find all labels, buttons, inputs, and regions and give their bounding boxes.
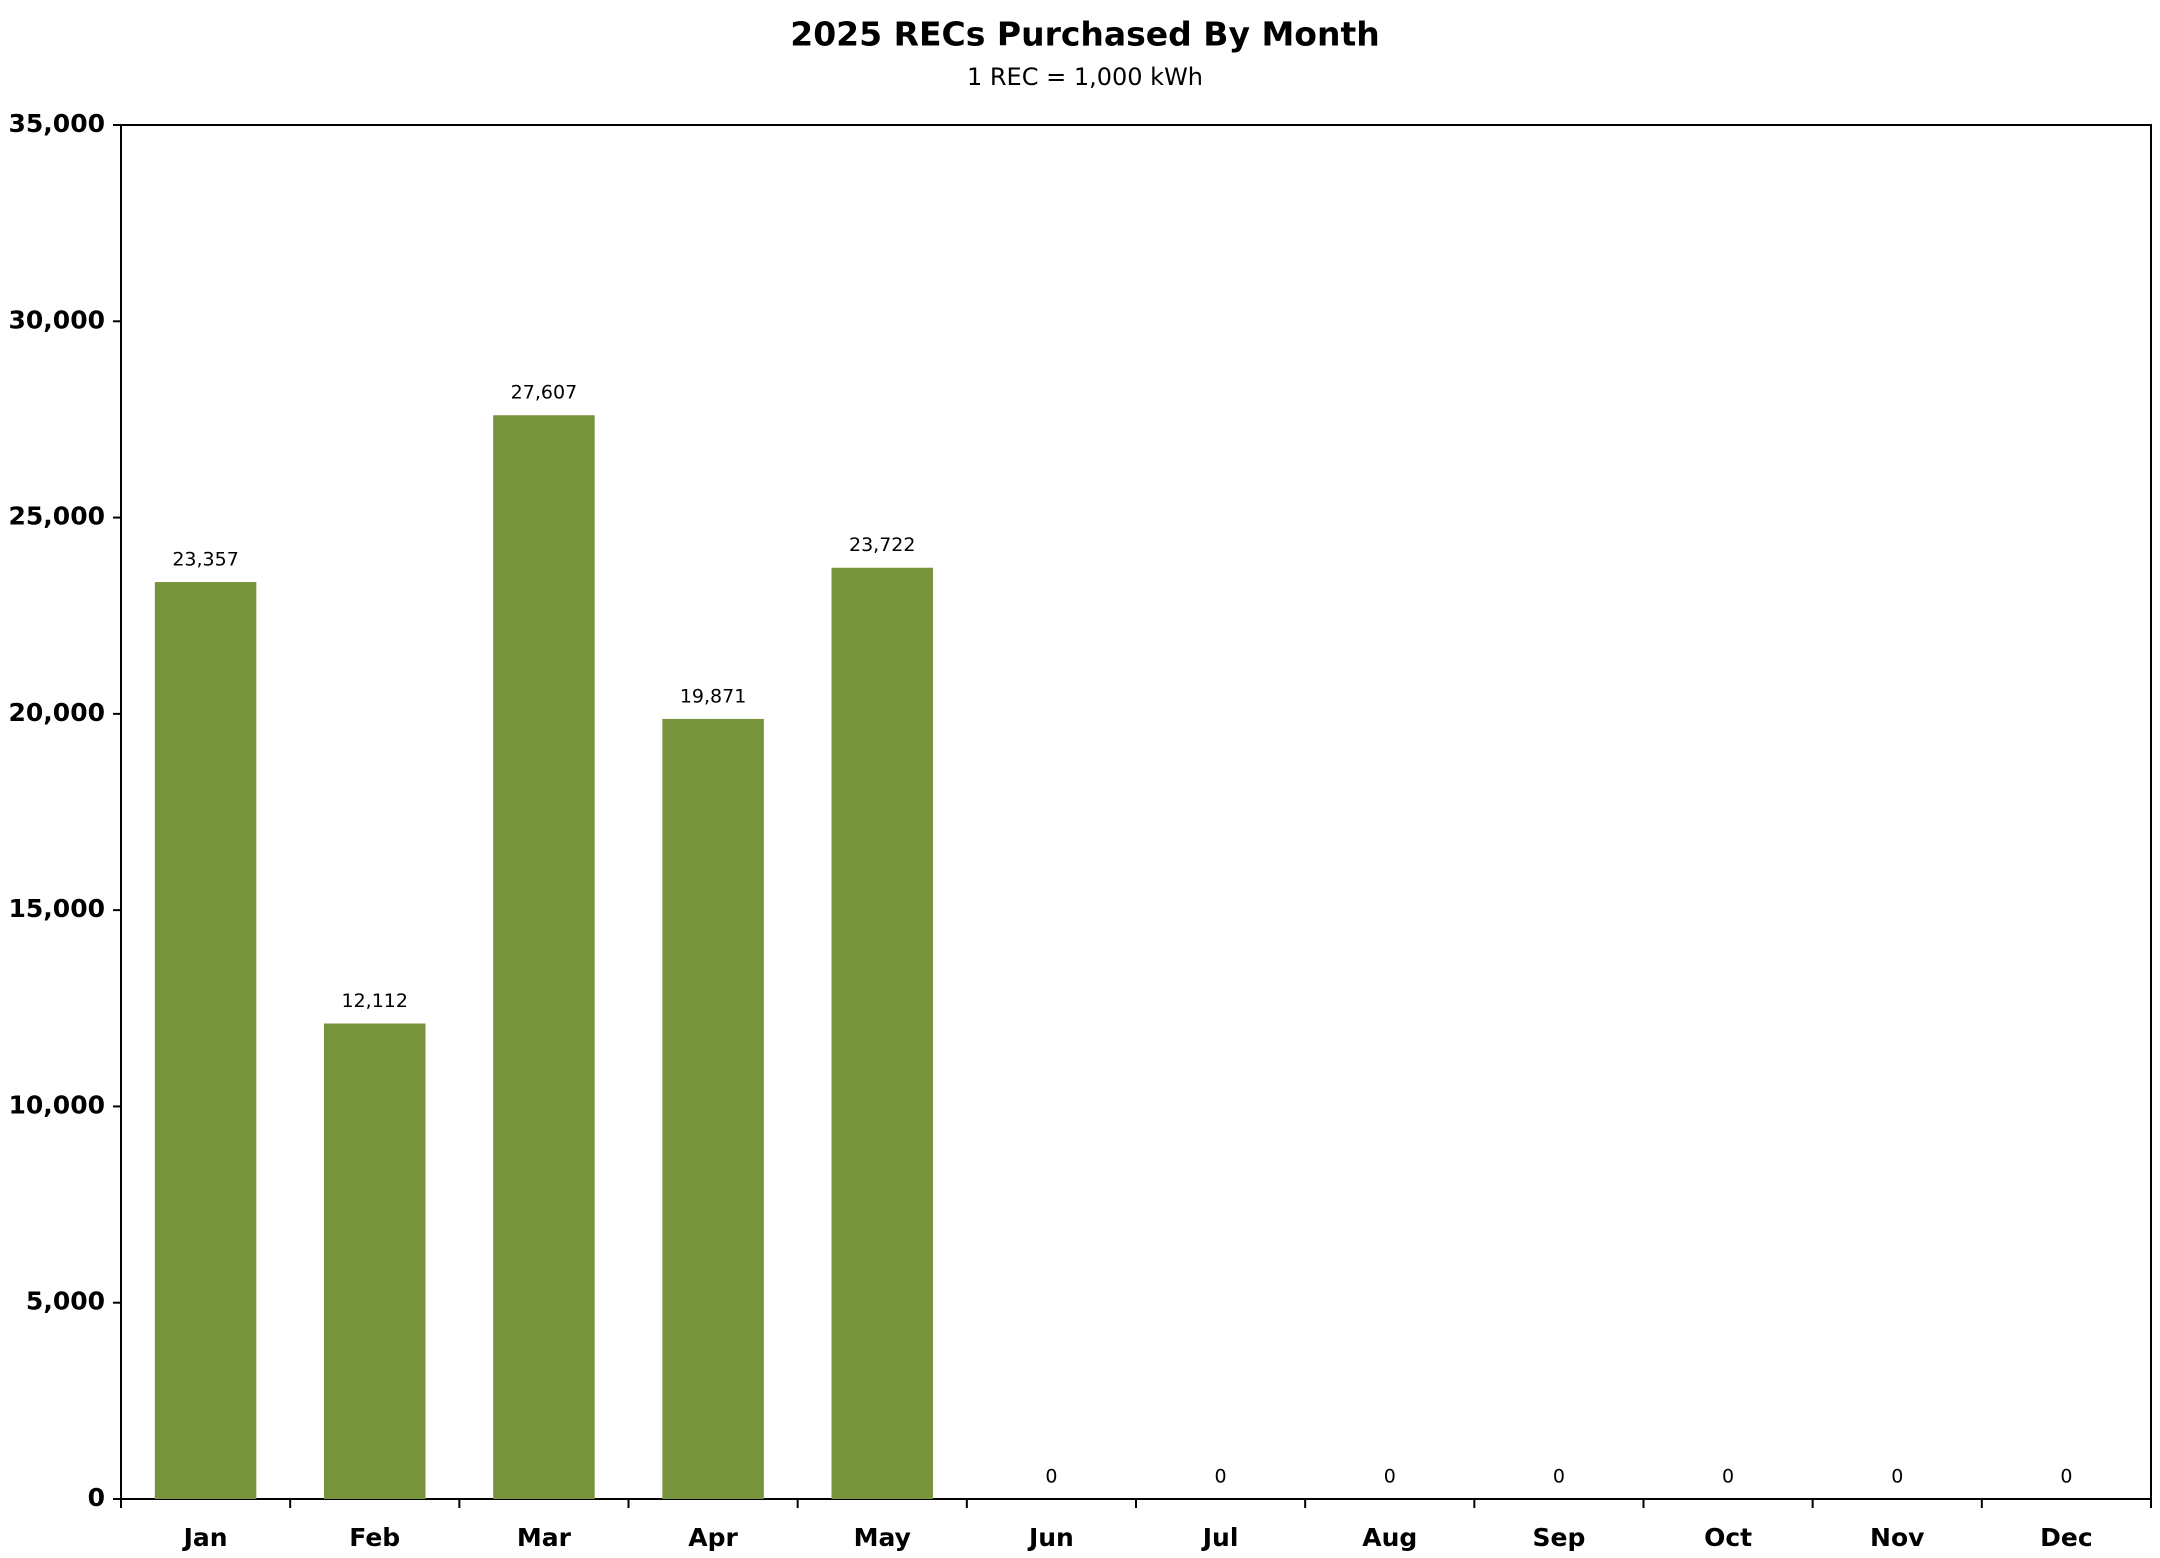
x-tick-label: Jul xyxy=(1201,1523,1239,1552)
y-tick-label: 25,000 xyxy=(9,502,105,531)
data-label: 0 xyxy=(1722,1466,1734,1488)
data-label: 0 xyxy=(2060,1466,2072,1488)
data-label: 23,722 xyxy=(849,534,915,556)
x-tick-label: Nov xyxy=(1870,1523,1924,1552)
y-tick-label: 5,000 xyxy=(26,1287,105,1316)
x-tick-label: Aug xyxy=(1362,1523,1417,1552)
x-tick-label: Apr xyxy=(688,1523,738,1552)
data-label: 0 xyxy=(1045,1466,1057,1488)
x-tick-label: Mar xyxy=(517,1523,572,1552)
x-tick-label: Feb xyxy=(349,1523,400,1552)
y-tick-label: 35,000 xyxy=(9,109,105,138)
y-tick-label: 10,000 xyxy=(9,1090,105,1119)
bar xyxy=(493,415,595,1500)
x-tick-label: Sep xyxy=(1532,1523,1585,1552)
data-label: 0 xyxy=(1891,1466,1903,1488)
chart-subtitle: 1 REC = 1,000 kWh xyxy=(967,63,1203,91)
y-tick-label: 15,000 xyxy=(9,894,105,923)
bar xyxy=(831,567,933,1499)
data-label: 19,871 xyxy=(680,685,746,707)
data-label: 0 xyxy=(1384,1466,1396,1488)
x-tick-label: Oct xyxy=(1704,1523,1752,1552)
data-label: 12,112 xyxy=(342,990,408,1012)
x-tick-label: May xyxy=(854,1523,911,1552)
chart-title: 2025 RECs Purchased By Month xyxy=(790,15,1379,54)
data-label: 0 xyxy=(1553,1466,1565,1488)
bar xyxy=(154,582,257,1499)
x-tick-label: Jun xyxy=(1027,1523,1074,1552)
data-label: 23,357 xyxy=(172,549,238,571)
y-tick-label: 0 xyxy=(88,1483,105,1512)
y-tick-label: 30,000 xyxy=(9,305,105,334)
bar xyxy=(324,1023,426,1499)
x-tick-label: Jan xyxy=(182,1523,228,1552)
bar xyxy=(662,718,764,1499)
data-label: 27,607 xyxy=(511,382,577,404)
data-label: 0 xyxy=(1215,1466,1227,1488)
x-tick-label: Dec xyxy=(2040,1523,2093,1552)
y-tick-label: 20,000 xyxy=(9,698,105,727)
